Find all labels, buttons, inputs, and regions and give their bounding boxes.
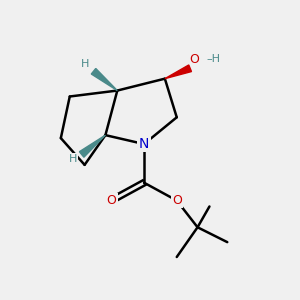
Text: H: H xyxy=(80,59,89,69)
Text: O: O xyxy=(106,194,116,207)
Polygon shape xyxy=(165,65,191,79)
Text: –H: –H xyxy=(207,54,221,64)
Polygon shape xyxy=(91,68,117,91)
Text: O: O xyxy=(190,53,200,66)
Text: H: H xyxy=(68,154,77,164)
Text: O: O xyxy=(172,194,182,207)
Text: N: N xyxy=(139,137,149,151)
Polygon shape xyxy=(80,135,105,157)
